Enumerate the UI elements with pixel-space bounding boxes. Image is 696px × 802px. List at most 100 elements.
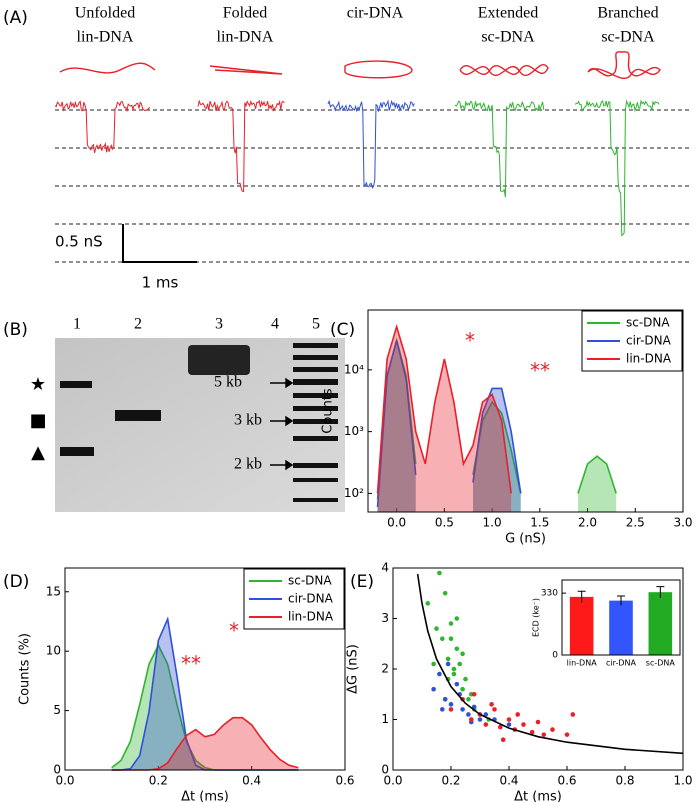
trace-title: Extended: [478, 5, 538, 22]
band-symbol: ★: [30, 374, 46, 395]
x-axis-label: Δt (ms): [181, 790, 229, 802]
plot-frame: [367, 309, 684, 513]
scatter-point: [460, 686, 465, 692]
scatter-point: [506, 717, 512, 722]
scatter-point: [445, 656, 451, 662]
line: [472, 387, 522, 494]
x-tick-label: 2.0: [578, 516, 597, 530]
ladder-band: [293, 478, 338, 482]
scatter-point: [498, 724, 503, 730]
y-tick-label: 0: [552, 651, 558, 661]
ladder-band: [293, 393, 338, 398]
scatter-point: [535, 719, 541, 725]
band: [60, 381, 92, 388]
trace-title: cir-DNA: [347, 5, 404, 22]
scatter-point: [466, 712, 471, 717]
icon-circular: [344, 60, 413, 79]
baselines: [55, 109, 690, 263]
trace-title: Branched: [597, 5, 658, 22]
lane-label: 5: [312, 316, 320, 333]
plot-frame: [64, 567, 346, 771]
scale-bar: [122, 224, 197, 263]
scatter-point: [437, 671, 442, 677]
trace-title: lin-DNA: [217, 29, 274, 46]
bar: [648, 592, 673, 655]
marker-label: 3 kb: [234, 412, 262, 429]
scatter-point: [469, 717, 474, 722]
legend-label: cir-DNA: [626, 334, 672, 348]
marker-label: 2 kb: [234, 456, 262, 473]
scale-label: 0.5 nS: [55, 233, 103, 251]
arrow-head: [285, 377, 294, 389]
x-tick-label: 3.0: [673, 516, 692, 530]
x-tick-label: 1.5: [530, 516, 549, 530]
x-tick-label: 0.2: [441, 774, 460, 788]
annotation: *: [465, 329, 475, 353]
scatter-point: [451, 671, 457, 677]
arrow-head: [285, 459, 294, 471]
scatter-point: [440, 707, 445, 712]
x-tick-label: 0.2: [149, 774, 168, 788]
scatter-point: [463, 676, 468, 682]
area: [578, 456, 617, 512]
scatter-point: [431, 686, 436, 692]
ladder-band: [293, 355, 338, 360]
scatter-point: [448, 621, 454, 626]
scatter-point: [466, 697, 471, 702]
line: [577, 455, 617, 494]
panel-label: (A): [3, 8, 28, 28]
area: [111, 645, 299, 770]
scatter-point: [500, 737, 506, 742]
current-trace: [574, 99, 660, 237]
lane-labels: 1 2 3 4 5: [73, 316, 320, 333]
line: [376, 340, 417, 508]
area: [111, 619, 299, 770]
band-symbol: ▲: [31, 442, 45, 463]
y-tick-label: 0: [53, 763, 61, 777]
ladder-band: [293, 436, 338, 441]
current-trace: [454, 100, 545, 198]
y-tick-label: 5: [53, 703, 61, 717]
error-bar: [617, 595, 625, 606]
chart: 0 1 2 3 4 0.0 0.2 0.4 0.6 0.8 1.0 Δt (ms) ΔG (nS): [346, 561, 693, 802]
y-axis-label: ECD (ke⁻): [532, 598, 541, 637]
legend-label: sc-DNA: [626, 316, 670, 330]
trace-title: Unfolded: [75, 5, 135, 22]
scatter-point: [477, 717, 483, 722]
ladder-band: [293, 406, 338, 411]
x-tick-label: 0.6: [335, 774, 354, 788]
current-trace: [54, 100, 151, 154]
x-tick-label: 1.0: [673, 774, 692, 788]
line: [416, 573, 684, 755]
scatter-point: [564, 732, 570, 737]
error-bar: [656, 586, 665, 598]
band-symbol: ■: [29, 410, 46, 431]
trace-title: lin-DNA: [77, 29, 134, 46]
y-tick-label: 3: [381, 611, 389, 625]
y-axis-label: Counts (%): [18, 633, 33, 705]
lane-label: 2: [134, 316, 142, 333]
area: [377, 326, 512, 512]
x-axis-label: Δt (ms): [514, 790, 562, 802]
scatter-point: [570, 712, 576, 717]
scatter-point: [448, 707, 454, 712]
scatter-point: [471, 691, 477, 697]
legend-label: sc-DNA: [288, 574, 332, 588]
scatter-point: [437, 570, 442, 576]
icon-unfolded: [59, 62, 156, 74]
ladder-band: [293, 379, 338, 385]
scatter-point: [448, 636, 454, 641]
panel-label: (B): [3, 320, 28, 340]
y-tick-label: 0: [381, 763, 389, 777]
x-axis-label: G (nS): [505, 532, 546, 547]
current-traces: [54, 99, 660, 237]
plot-frame: [561, 579, 681, 656]
ladder-band: [293, 419, 338, 424]
y-axis-label: ΔG (nS): [346, 644, 361, 694]
ladder-band: [293, 463, 338, 468]
trace-titles: Unfolded lin-DNA Folded lin-DNA cir-DNA …: [75, 5, 659, 46]
x-tick-label: sc-DNA: [646, 659, 676, 668]
annotation: *: [229, 619, 239, 643]
y-tick-label: 10: [46, 644, 61, 658]
